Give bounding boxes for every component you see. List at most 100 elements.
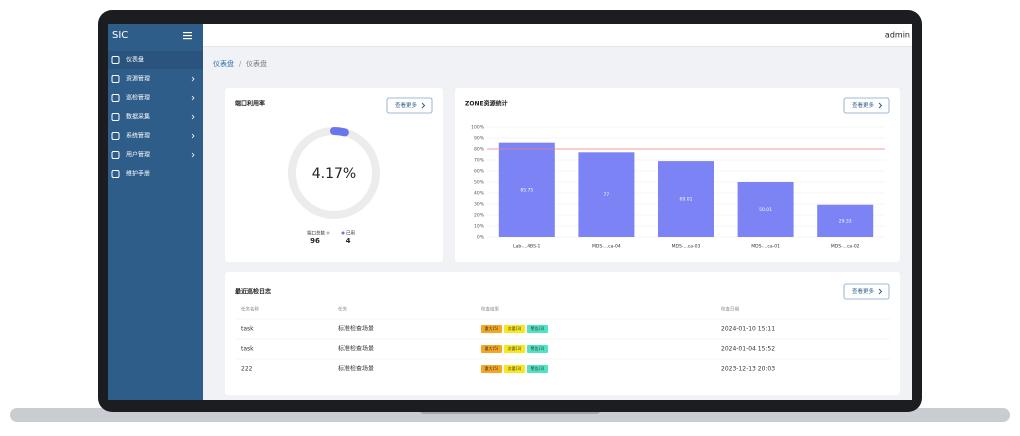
donut-arc bbox=[288, 127, 380, 219]
bar-value-label: 85.75 bbox=[520, 187, 533, 193]
y-tick-label: 70% bbox=[474, 158, 485, 164]
menu-icon bbox=[111, 170, 120, 178]
result-tag bbox=[481, 365, 502, 373]
result-tag bbox=[527, 365, 548, 373]
menu-icon bbox=[111, 75, 120, 83]
y-tick-label: 30% bbox=[474, 202, 485, 208]
menu-item[interactable]: 维护手册 bbox=[126, 170, 150, 178]
y-tick-label: 50% bbox=[474, 180, 485, 186]
bar bbox=[737, 181, 794, 237]
menu-icon bbox=[111, 151, 120, 159]
menu-item[interactable]: 资源管理 bbox=[126, 75, 150, 83]
legend-name: 已用 bbox=[346, 231, 355, 237]
cell: 2023-12-13 20:03 bbox=[721, 366, 775, 373]
menu-chevron bbox=[191, 133, 195, 139]
bar-value-label: 69.01 bbox=[680, 197, 693, 203]
card-title: ZONE资源统计 bbox=[465, 100, 508, 108]
sidebar bbox=[108, 24, 203, 400]
breadcrumb-link: 仪表盘 bbox=[213, 59, 234, 68]
cell: task bbox=[241, 346, 254, 353]
y-tick-label: 60% bbox=[474, 169, 485, 175]
result-tag bbox=[504, 345, 525, 353]
result-tag-label: 重大(5) bbox=[485, 325, 499, 331]
cell: 标准检查场景 bbox=[338, 365, 374, 373]
column-header: 检查结果 bbox=[481, 306, 499, 313]
menu-icon bbox=[111, 132, 120, 140]
column-header: 检查日期 bbox=[721, 306, 739, 313]
y-tick-label: 90% bbox=[474, 136, 485, 142]
y-tick-label: 20% bbox=[474, 213, 485, 219]
legend-dot bbox=[326, 231, 330, 235]
result-tag-label: 次要(3) bbox=[508, 365, 522, 371]
x-tick-label: MDS-...ca-04 bbox=[592, 244, 621, 250]
menu-chevron bbox=[191, 95, 195, 101]
menu-chevron bbox=[191, 152, 195, 158]
menu-item[interactable]: 仪表盘 bbox=[126, 56, 144, 64]
menu-icon bbox=[111, 113, 120, 121]
result-tag bbox=[527, 325, 548, 333]
result-tag bbox=[527, 345, 548, 353]
result-tag-label: 重大(5) bbox=[485, 345, 499, 351]
menu-item[interactable]: 系统管理 bbox=[126, 132, 150, 140]
result-tag bbox=[481, 345, 502, 353]
legend-dot bbox=[341, 231, 345, 235]
more-button-label: 查看更多 bbox=[852, 101, 875, 109]
y-tick-label: 10% bbox=[474, 224, 485, 230]
top-header bbox=[108, 24, 912, 46]
card-title: 端口利用率 bbox=[235, 100, 265, 108]
cell: task bbox=[241, 326, 254, 333]
menu-chevron bbox=[191, 114, 195, 120]
result-tag-label: 次要(3) bbox=[508, 325, 522, 331]
cell: 标准检查场景 bbox=[338, 345, 374, 353]
bar bbox=[658, 161, 714, 237]
more-button-label: 查看更多 bbox=[395, 101, 418, 109]
x-tick-label: MDS-...ca-02 bbox=[831, 244, 860, 250]
header-border bbox=[203, 46, 912, 47]
button-chevron bbox=[878, 288, 883, 295]
column-header: 任务名称 bbox=[241, 306, 259, 313]
breadcrumb-current: 仪表盘 bbox=[246, 59, 267, 68]
legend-value: 96 bbox=[310, 237, 320, 245]
hamburger[interactable] bbox=[183, 32, 192, 40]
result-tag bbox=[504, 325, 525, 333]
x-tick-label: Lab-...4BS-1 bbox=[513, 244, 540, 250]
x-tick-label: MDS-...ca-03 bbox=[672, 244, 701, 250]
more-button[interactable] bbox=[386, 97, 433, 114]
y-tick-label: 100% bbox=[471, 125, 485, 131]
more-button[interactable] bbox=[843, 283, 890, 300]
menu-icon bbox=[111, 56, 120, 64]
menu-active bbox=[108, 51, 203, 69]
button-chevron bbox=[878, 102, 883, 109]
menu-item[interactable]: 巡检管理 bbox=[126, 94, 150, 102]
y-tick-label: 40% bbox=[474, 191, 485, 197]
cell: 2024-01-04 15:52 bbox=[721, 346, 775, 353]
cell: 222 bbox=[241, 366, 253, 373]
result-tag-label: 警告(3) bbox=[531, 325, 545, 331]
button-chevron bbox=[421, 102, 426, 109]
result-tag-label: 警告(3) bbox=[531, 365, 545, 371]
more-button[interactable] bbox=[843, 97, 890, 114]
bar-value-label: 77 bbox=[604, 192, 610, 198]
user-name: admin bbox=[885, 31, 910, 40]
bar bbox=[817, 204, 874, 237]
menu-icon bbox=[111, 94, 120, 102]
result-tag bbox=[504, 365, 525, 373]
y-tick-label: 0% bbox=[477, 235, 485, 241]
legend-value: 4 bbox=[346, 237, 351, 245]
menu-item[interactable]: 用户管理 bbox=[126, 151, 150, 159]
result-tag bbox=[481, 325, 502, 333]
legend-name: 端口总数 bbox=[307, 230, 325, 237]
bar bbox=[578, 152, 635, 237]
bar-value-label: 29.33 bbox=[839, 218, 852, 224]
menu-item[interactable]: 数据采集 bbox=[126, 113, 150, 121]
column-header: 任务 bbox=[338, 306, 347, 313]
x-tick-label: MDS-...ca-01 bbox=[751, 244, 780, 250]
more-button-label: 查看更多 bbox=[852, 287, 875, 295]
bar bbox=[498, 142, 555, 237]
y-tick-label: 80% bbox=[474, 147, 485, 153]
result-tag-label: 重大(5) bbox=[485, 365, 499, 371]
menu-chevron bbox=[191, 76, 195, 82]
port-card bbox=[225, 88, 443, 262]
breadcrumb-sep: / bbox=[239, 60, 242, 68]
